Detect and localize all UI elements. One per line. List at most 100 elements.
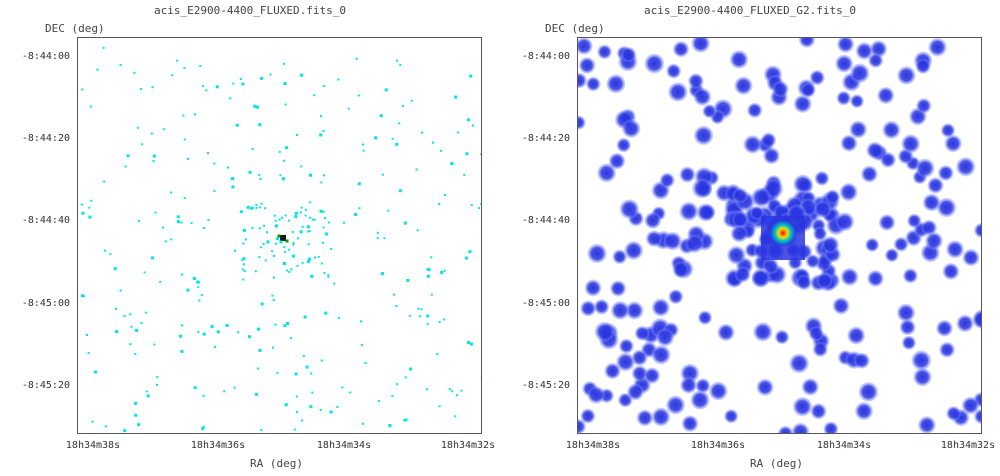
- smoothed-blob: [942, 262, 960, 280]
- photon-pixel: [223, 390, 226, 393]
- photon-pixel: [137, 423, 141, 427]
- smoothed-blob: [679, 201, 699, 221]
- x-tick-label: 18h34m38s: [65, 440, 121, 451]
- photon-pixel: [283, 245, 286, 248]
- photon-pixel: [341, 386, 344, 389]
- photon-pixel: [119, 289, 122, 292]
- photon-pixel: [94, 370, 98, 374]
- x-tick-label: 18h34m32s: [940, 440, 996, 451]
- smoothed-blob: [743, 135, 762, 154]
- image-frame[interactable]: [77, 37, 482, 434]
- smoothed-blob: [835, 212, 855, 232]
- smoothed-blob: [792, 397, 813, 417]
- photon-pixel: [194, 113, 196, 116]
- smoothed-blob: [793, 94, 812, 113]
- smoothed-blob: [913, 367, 932, 387]
- smoothed-blob: [791, 422, 810, 433]
- photon-pixel: [146, 394, 150, 398]
- photon-pixel: [250, 207, 252, 210]
- smoothed-blob: [849, 120, 868, 139]
- smoothed-blob: [936, 197, 957, 218]
- photon-pixel: [391, 395, 394, 397]
- photon-pixel: [235, 123, 239, 127]
- smoothed-blob: [901, 335, 917, 350]
- photon-pixel: [91, 420, 94, 423]
- smoothed-blob: [727, 245, 746, 265]
- image-frame[interactable]: [577, 37, 982, 434]
- photon-pixel: [271, 294, 274, 297]
- source-pixel: [279, 240, 283, 244]
- photon-pixel: [247, 335, 251, 339]
- photon-pixel: [239, 210, 243, 214]
- smoothed-blob: [578, 115, 586, 130]
- photon-pixel: [242, 242, 245, 245]
- smoothed-blob: [580, 300, 597, 317]
- photon-pixel: [233, 386, 236, 389]
- photon-pixel: [321, 241, 324, 244]
- photon-pixel: [384, 88, 388, 92]
- smoothed-blob: [813, 200, 832, 219]
- smoothed-blob: [627, 383, 644, 401]
- smoothed-blob: [837, 38, 855, 53]
- photon-pixel: [210, 325, 214, 329]
- photon-pixel: [415, 168, 418, 171]
- smoothed-blob: [825, 189, 841, 205]
- photon-pixel: [387, 209, 390, 212]
- photon-pixel: [469, 74, 473, 78]
- photon-pixel: [262, 243, 265, 245]
- photon-pixel: [260, 429, 263, 432]
- photon-pixel: [119, 64, 122, 67]
- photon-pixel: [260, 76, 264, 80]
- photon-pixel: [327, 275, 330, 278]
- smoothed-blob: [916, 98, 932, 114]
- smoothed-blob: [679, 166, 696, 183]
- photon-pixel: [259, 206, 261, 209]
- smoothed-blob: [693, 87, 712, 106]
- photon-pixel: [242, 228, 246, 232]
- panel-title: acis_E2900-4400_FLUXED_G2.fits_0: [644, 4, 856, 17]
- photon-pixel: [156, 375, 159, 378]
- y-tick-label: -8:44:00: [521, 51, 570, 62]
- smoothed-blob: [915, 158, 935, 178]
- photon-pixel: [296, 264, 299, 267]
- photon-pixel: [283, 250, 286, 253]
- photon-pixel: [320, 181, 323, 184]
- photon-pixel: [202, 425, 205, 428]
- smoothed-blob: [666, 63, 682, 79]
- photon-pixel: [271, 346, 274, 349]
- photon-pixel: [395, 305, 398, 307]
- photon-pixel: [480, 202, 481, 205]
- photon-pixel: [294, 211, 298, 215]
- smoothed-blob: [666, 395, 686, 415]
- photon-pixel: [467, 341, 471, 344]
- y-axis-label: DEC (deg): [545, 22, 605, 35]
- smoothed-blob: [691, 38, 711, 53]
- photon-pixel: [404, 418, 408, 422]
- photon-pixel: [450, 390, 453, 393]
- photon-pixel: [199, 65, 202, 67]
- photon-pixel: [254, 392, 258, 396]
- photon-pixel: [248, 170, 252, 174]
- photon-pixel: [170, 191, 173, 194]
- photon-pixel: [293, 428, 296, 431]
- photon-pixel: [313, 218, 316, 221]
- photon-pixel: [273, 255, 276, 257]
- photon-pixel: [242, 268, 244, 271]
- smoothed-blob: [850, 63, 870, 83]
- y-tick-label: -8:44:40: [521, 215, 570, 226]
- smoothed-blob: [587, 243, 607, 264]
- photon-pixel: [300, 419, 303, 422]
- photon-pixel: [460, 389, 463, 392]
- smoothed-blob: [858, 382, 879, 402]
- photon-pixel: [408, 314, 411, 317]
- photon-pixel: [355, 57, 358, 60]
- photon-pixel: [180, 221, 183, 224]
- photon-pixel: [296, 410, 298, 413]
- smoothed-blob: [753, 322, 773, 342]
- photon-pixel: [145, 311, 148, 314]
- photon-pixel: [322, 174, 325, 177]
- photon-pixel: [427, 268, 431, 272]
- photon-pixel: [196, 280, 200, 284]
- photon-pixel: [271, 250, 274, 253]
- photon-pixel: [470, 204, 473, 207]
